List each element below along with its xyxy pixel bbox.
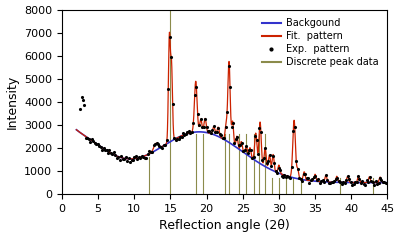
Y-axis label: Intensity: Intensity <box>6 75 18 129</box>
Legend: Backgound, Fit.  pattern, Exp.  pattern, Discrete peak data: Backgound, Fit. pattern, Exp. pattern, D… <box>258 15 382 71</box>
X-axis label: Reflection angle (2θ): Reflection angle (2θ) <box>159 219 290 233</box>
